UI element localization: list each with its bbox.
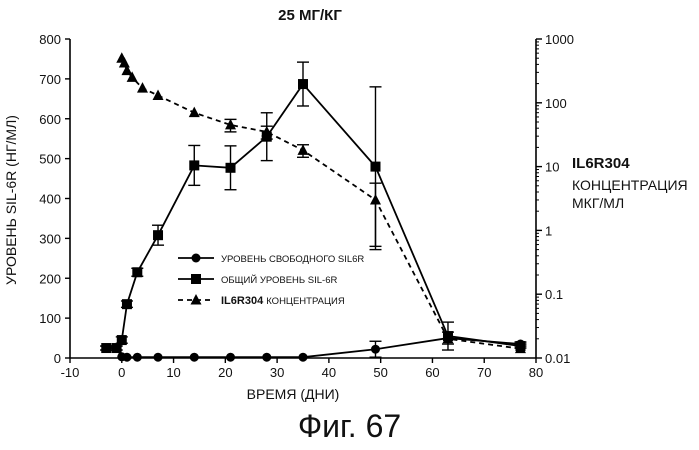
x-tick-label: 50 [373, 365, 387, 380]
il6r304-point [298, 144, 309, 155]
il6r304-point [189, 107, 200, 118]
free-sil6r-line [106, 338, 520, 357]
x-tick-label: 10 [166, 365, 180, 380]
total-sil6r-point [101, 343, 111, 353]
free-sil6r-point [299, 353, 308, 362]
total-sil6r-point [153, 230, 163, 240]
legend-label-il6r304: IL6R304 КОНЦЕНТРАЦИЯ [221, 295, 345, 307]
total-sil6r-point [298, 79, 308, 89]
il6r304-point [153, 90, 164, 101]
total-sil6r-point [370, 162, 380, 172]
free-sil6r-point [122, 353, 131, 362]
chart-title: 25 МГ/КГ [278, 7, 342, 24]
y-tick-label: 0 [54, 351, 61, 366]
legend-marker-total-sil6r [191, 274, 201, 284]
legend: УРОВЕНЬ СВОБОДНОГО SIL6R ОБЩИЙ УРОВЕНЬ SI… [178, 254, 364, 308]
y2-tick-label: 100 [545, 96, 567, 111]
y-tick-label: 600 [39, 112, 61, 127]
x-axis-label: ВРЕМЯ (ДНИ) [247, 386, 340, 402]
y-tick-label: 500 [39, 152, 61, 167]
x-tick-label: 0 [118, 365, 125, 380]
free-sil6r-point [371, 345, 380, 354]
figure-caption: Фиг. 67 [0, 408, 699, 445]
y-tick-label: 700 [39, 72, 61, 87]
total-sil6r-point [122, 299, 132, 309]
x-tick-label: 20 [218, 365, 232, 380]
free-sil6r-point [154, 353, 163, 362]
x-tick-label: 80 [529, 365, 543, 380]
y2-tick-label: 0.01 [545, 351, 570, 366]
legend-label-total-sil6r: ОБЩИЙ УРОВЕНЬ SIL-6R [221, 274, 337, 286]
legend-marker-free-sil6r [192, 254, 201, 263]
il6r304-point [370, 194, 381, 205]
total-sil6r-point [226, 163, 236, 173]
y-tick-label: 400 [39, 192, 61, 207]
y2-tick-label: 0.1 [545, 287, 563, 302]
y2-tick-label: 1 [545, 223, 552, 238]
y2-tick-label: 1000 [545, 32, 574, 47]
y-tick-label: 200 [39, 271, 61, 286]
total-sil6r-point [189, 160, 199, 170]
total-sil6r-point [117, 335, 127, 345]
x-tick-label: 70 [477, 365, 491, 380]
y-tick-label: 800 [39, 32, 61, 47]
free-sil6r-point [133, 353, 142, 362]
free-sil6r-point [190, 353, 199, 362]
y-tick-label: 100 [39, 311, 61, 326]
y2-axis-label-bold: IL6R304 [572, 155, 630, 172]
legend-label-free-sil6r: УРОВЕНЬ СВОБОДНОГО SIL6R [221, 254, 364, 265]
y2-axis-label-line-1: КОНЦЕНТРАЦИЯ [572, 177, 688, 193]
y2-tick-label: 10 [545, 160, 559, 175]
total-sil6r-line [106, 84, 520, 348]
x-tick-label: 40 [322, 365, 336, 380]
x-tick-label: -10 [61, 365, 80, 380]
y-axis-label: УРОВЕНЬ SIL-6R (НГ/МЛ) [3, 115, 19, 285]
free-sil6r-point [226, 353, 235, 362]
chart: -100102030405060708001002003004005006007… [0, 0, 699, 408]
y-tick-label: 300 [39, 231, 61, 246]
y2-axis-label-line-2: МКГ/МЛ [572, 195, 624, 211]
total-sil6r-point [132, 267, 142, 277]
x-tick-label: 60 [425, 365, 439, 380]
free-sil6r-point [262, 353, 271, 362]
x-tick-label: 30 [270, 365, 284, 380]
